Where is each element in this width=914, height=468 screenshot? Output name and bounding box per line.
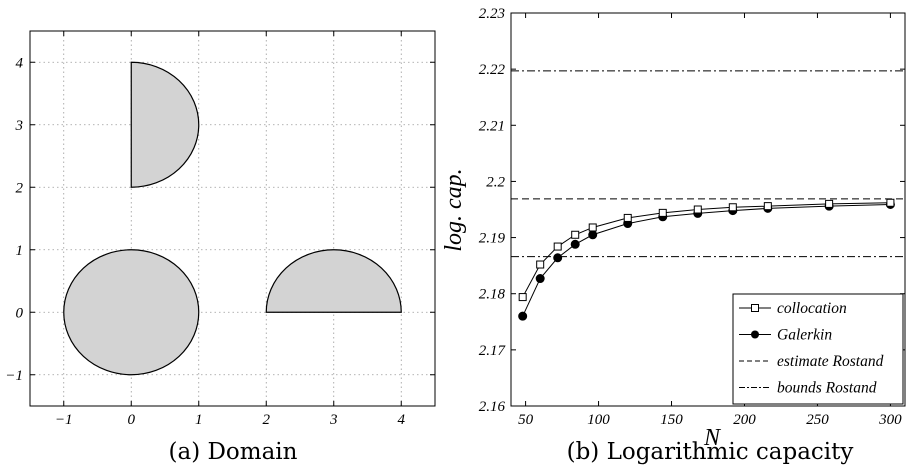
x-tick-label: 300 xyxy=(878,412,902,428)
legend-collocation-marker xyxy=(751,304,759,312)
y-tick-label: 2 xyxy=(16,180,24,196)
y-tick-label: 3 xyxy=(15,118,24,134)
capacity-legend: collocation Galerkin estimate Rostand bound… xyxy=(732,293,904,405)
y-tick-label: 2.19 xyxy=(479,231,506,247)
collocation-point xyxy=(693,205,702,214)
galerkin-line xyxy=(522,203,891,317)
domain-ticks: −1 0 1 2 3 4 −1 0 1 2 3 4 xyxy=(5,31,435,428)
collocation-point xyxy=(553,242,562,251)
y-tick-label: 2.18 xyxy=(479,287,506,303)
legend-box xyxy=(732,293,904,405)
y-tick-label: 2.16 xyxy=(479,399,506,415)
legend-galerkin-marker xyxy=(751,330,759,339)
capacity-series xyxy=(511,70,905,321)
y-tick-label: 2.17 xyxy=(479,343,507,359)
y-tick-label: 2.23 xyxy=(479,6,505,22)
legend-estimate-rostand-label: estimate Rostand xyxy=(777,353,884,370)
y-tick-label: 2.2 xyxy=(486,174,505,190)
domain-plot: −1 0 1 2 3 4 −1 0 1 2 3 4 (a) Domain xyxy=(5,30,436,465)
galerkin-point xyxy=(588,230,598,240)
y-tick-label: 0 xyxy=(16,305,24,321)
capacity-x-axis-label: N xyxy=(703,425,722,451)
domain-plot-frame xyxy=(29,30,436,407)
galerkin-point xyxy=(553,253,563,263)
collocation-point xyxy=(886,198,895,207)
galerkin-point xyxy=(518,311,528,321)
capacity-ticks: 50 100 150 200 250 300 2.16 2.17 2.18 2.19 2.2 2.21… xyxy=(479,6,905,428)
x-tick-label: 200 xyxy=(733,412,756,428)
y-tick-label: 2.21 xyxy=(479,118,505,134)
collocation-point xyxy=(518,293,527,302)
collocation-point xyxy=(588,223,597,232)
capacity-y-axis-label: log. cap. xyxy=(441,168,467,251)
capacity-plot: 50 100 150 200 250 300 2.16 2.17 2.18 2.19 2.2 2.21… xyxy=(441,6,906,465)
legend-bounds-rostand-label: bounds Rostand xyxy=(777,380,877,397)
legend-collocation-label: collocation xyxy=(777,300,847,317)
collocation-point xyxy=(728,203,737,212)
x-tick-label: 2 xyxy=(263,412,271,428)
x-tick-label: 4 xyxy=(398,412,406,428)
y-tick-label: 1 xyxy=(16,243,24,259)
x-tick-label: 50 xyxy=(518,412,534,428)
half-disk-top-shape xyxy=(265,249,402,313)
x-tick-label: 250 xyxy=(806,412,829,428)
y-tick-label: 4 xyxy=(16,55,24,71)
galerkin-point xyxy=(535,274,545,284)
collocation-point xyxy=(623,213,632,222)
collocation-point xyxy=(763,202,772,211)
collocation-point xyxy=(571,230,580,239)
legend-galerkin-label: Galerkin xyxy=(777,327,832,344)
disk-shape xyxy=(63,249,200,376)
domain-caption: (a) Domain xyxy=(169,439,298,465)
galerkin-point xyxy=(570,239,580,249)
y-tick-label: 2.22 xyxy=(479,62,506,78)
x-tick-label: 1 xyxy=(195,412,203,428)
domain-shapes xyxy=(63,61,402,376)
x-tick-label: −1 xyxy=(55,412,73,428)
y-tick-label: −1 xyxy=(5,368,23,384)
x-tick-label: 3 xyxy=(329,412,338,428)
collocation-point xyxy=(536,260,545,269)
collocation-point xyxy=(825,199,834,208)
x-tick-label: 0 xyxy=(128,412,136,428)
x-tick-label: 100 xyxy=(587,412,610,428)
capacity-caption: (b) Logarithmic capacity xyxy=(567,439,854,465)
collocation-point xyxy=(658,208,667,217)
x-tick-label: 150 xyxy=(660,412,683,428)
half-disk-right-shape xyxy=(130,61,200,188)
